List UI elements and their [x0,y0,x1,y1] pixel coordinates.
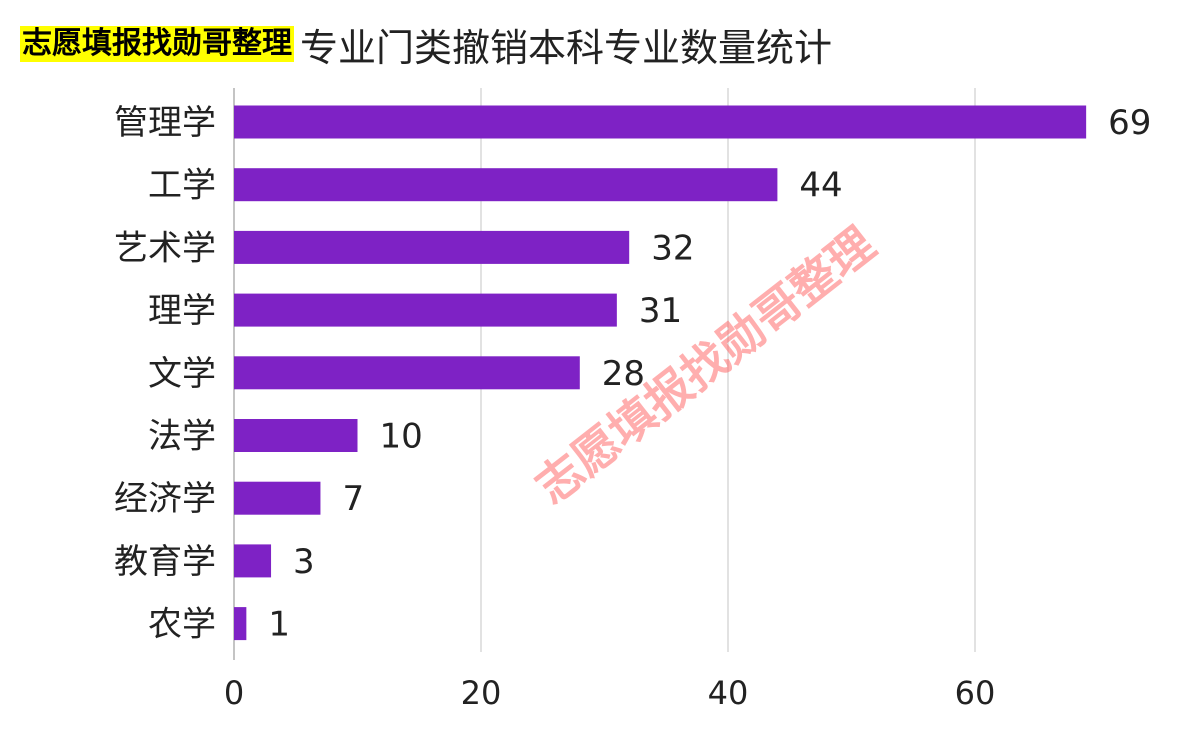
category-label: 文学 [148,354,216,394]
bar [234,356,580,390]
category-label: 管理学 [114,103,216,143]
category-label: 教育学 [114,542,216,582]
bar [234,230,630,264]
x-tick-label: 60 [955,674,996,712]
x-tick-label: 20 [461,674,502,712]
bar [234,168,778,202]
x-tick-label: 0 [224,674,244,712]
bar [234,105,1087,139]
bar [234,607,247,641]
data-label: 7 [342,479,364,519]
data-label: 10 [380,417,423,457]
data-label: 32 [651,228,694,268]
data-label: 1 [268,605,290,645]
category-label: 经济学 [114,479,216,519]
title-highlight: 志愿填报找勋哥整理 [20,26,294,62]
data-label: 31 [639,291,682,331]
bar [234,481,321,515]
data-label: 69 [1108,103,1151,143]
category-label: 理学 [148,291,216,331]
data-label: 28 [602,354,645,394]
labels: 0 20 40 60 管理学 69 工学 44 艺术学 32 理学 31 文学 28 法学 10 经济学 7 教育学… [114,103,1151,712]
x-tick-label: 40 [708,674,749,712]
category-label: 艺术学 [114,228,216,268]
data-label: 44 [799,166,842,206]
bar [234,419,358,452]
bar [234,544,272,578]
category-label: 法学 [148,417,216,457]
bars [234,105,1087,641]
category-label: 工学 [148,166,216,206]
bar [234,293,617,327]
category-label: 农学 [148,605,216,645]
data-label: 3 [293,542,315,582]
chart-title: 专业门类撤销本科专业数量统计 [300,25,833,70]
chart-title-row: 志愿填报找勋哥整理 专业门类撤销本科专业数量统计 [20,18,832,70]
